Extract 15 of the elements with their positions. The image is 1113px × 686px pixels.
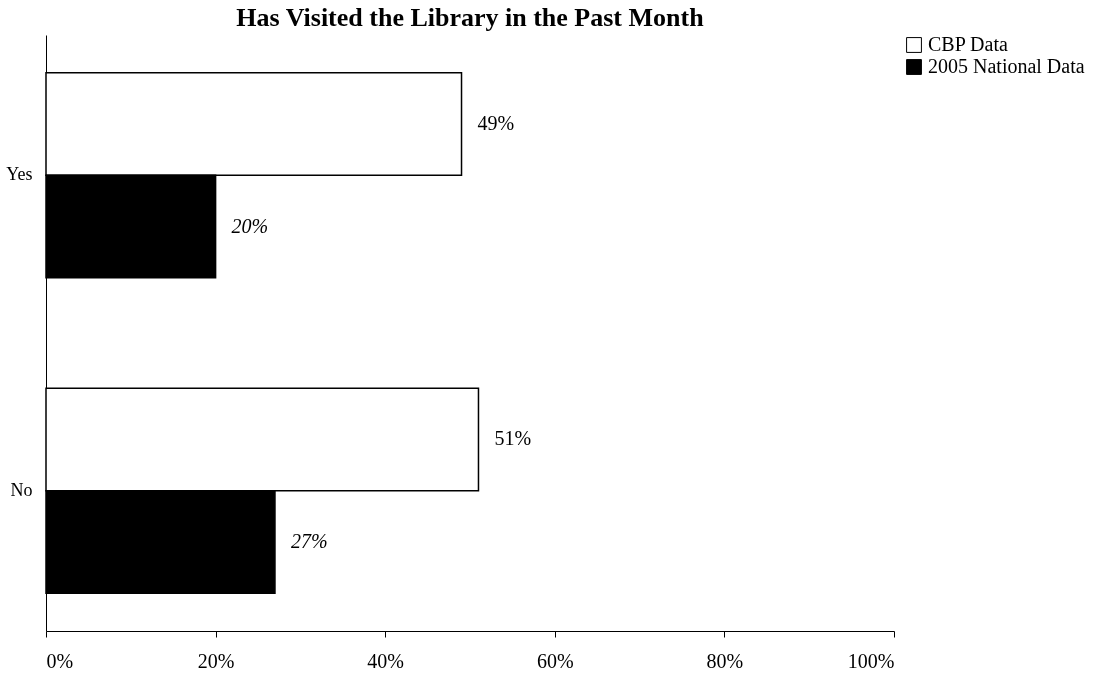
x-tick-label: 80%: [706, 649, 744, 672]
x-tick-label: 60%: [536, 649, 574, 672]
x-tick-label: 20%: [197, 649, 235, 672]
legend-label: 2005 National Data: [928, 55, 1085, 77]
data-label: 27%: [290, 529, 328, 552]
legend-label: CBP Data: [928, 33, 1008, 55]
y-tick-label: No: [10, 479, 33, 500]
y-tick-label: Yes: [6, 164, 33, 185]
data-label: 51%: [494, 427, 532, 450]
x-tick-label: 0%: [46, 649, 74, 672]
x-tick-label: 40%: [367, 649, 405, 672]
data-label: 49%: [477, 112, 515, 135]
x-tick-label: 100%: [847, 649, 895, 672]
chart-title: Has Visited the Library in the Past Month: [236, 3, 705, 32]
data-label: 20%: [231, 214, 269, 237]
